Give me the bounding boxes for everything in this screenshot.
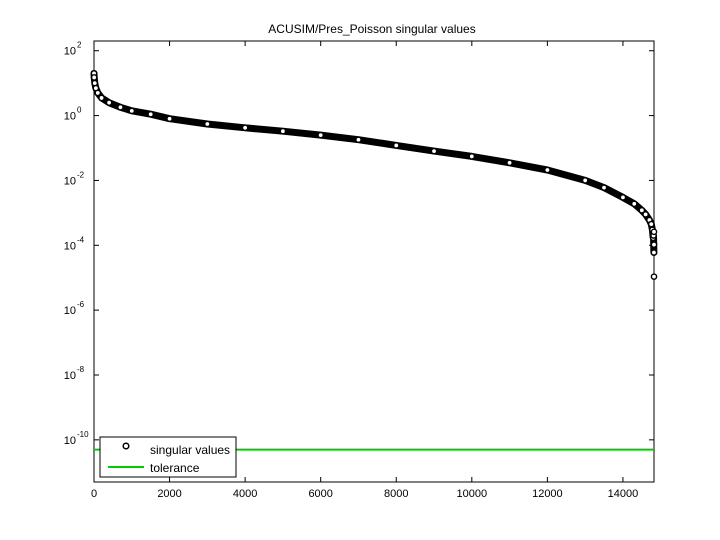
y-tick-label-exponent: -2	[77, 170, 85, 179]
legend: singular values tolerance	[99, 436, 237, 478]
chart-title: ACUSIM/Pres_Poisson singular values	[268, 22, 475, 36]
data-point	[650, 228, 658, 236]
data-point	[392, 142, 400, 149]
data-point	[166, 115, 173, 123]
x-tick-label: 8000	[384, 488, 408, 500]
y-tick-label-base: 10	[64, 435, 76, 447]
data-point	[204, 120, 211, 128]
data-point	[650, 273, 658, 280]
data-point	[90, 74, 98, 81]
data-point	[98, 94, 105, 102]
plot-area	[90, 40, 658, 483]
y-tick-label-base: 10	[64, 370, 76, 382]
data-point	[642, 211, 649, 218]
x-tick-labels: 0 2000 4000 6000 8000 10000 12000 14000	[91, 488, 638, 500]
y-tick-label-exponent: -4	[77, 235, 85, 244]
data-point	[94, 89, 102, 97]
data-point	[241, 124, 249, 132]
legend-marker-singular-values	[122, 442, 130, 450]
data-point	[147, 110, 154, 118]
y-tick-label-base: 10	[64, 111, 76, 123]
data-point	[647, 220, 655, 228]
data-point	[506, 159, 513, 167]
x-tick-label: 12000	[532, 488, 563, 500]
data-point	[619, 194, 627, 201]
data-point	[128, 107, 136, 115]
y-tick-label-base: 10	[64, 175, 76, 187]
axis-ticks	[93, 41, 654, 482]
y-tick-label-exponent: -8	[77, 365, 85, 374]
x-tick-label: 4000	[233, 488, 257, 500]
y-tick-label: 10-6	[64, 300, 85, 317]
data-point	[430, 147, 438, 155]
y-tick-label: 10-4	[64, 235, 85, 252]
data-point	[317, 131, 324, 139]
x-tick-label: 0	[91, 488, 97, 500]
data-point	[468, 153, 476, 160]
y-tick-label-exponent: -6	[77, 300, 85, 309]
y-tick-label-exponent: 0	[77, 106, 82, 115]
y-tick-label: 100	[64, 106, 82, 123]
data-point	[355, 136, 362, 144]
x-tick-label: 14000	[608, 488, 639, 500]
y-tick-label-base: 10	[64, 240, 76, 252]
legend-box	[99, 436, 237, 478]
y-tick-label: 10-8	[64, 365, 85, 382]
x-tick-label: 10000	[457, 488, 488, 500]
series-singular-values-points	[90, 70, 658, 280]
data-point	[544, 166, 551, 174]
legend-label-tolerance: tolerance	[150, 461, 200, 475]
data-point	[600, 184, 608, 191]
y-tick-label-exponent: -10	[77, 430, 89, 439]
y-tick-label-exponent: 2	[77, 41, 82, 50]
data-point	[650, 241, 658, 248]
y-tick-label: 102	[64, 41, 82, 58]
y-tick-label-base: 10	[64, 305, 76, 317]
legend-label-singular-values: singular values	[150, 443, 230, 457]
data-point	[650, 249, 658, 256]
y-tick-label-base: 10	[64, 46, 76, 58]
data-point	[630, 200, 638, 208]
x-tick-label: 6000	[308, 488, 332, 500]
y-tick-label: 10-10	[64, 430, 89, 447]
data-point	[117, 104, 124, 111]
x-tick-label: 2000	[157, 488, 181, 500]
data-point	[105, 99, 113, 106]
data-point	[581, 177, 589, 184]
y-tick-label: 10-2	[64, 170, 85, 187]
axes-box	[93, 40, 655, 483]
data-point	[279, 127, 287, 135]
data-point	[638, 206, 646, 214]
